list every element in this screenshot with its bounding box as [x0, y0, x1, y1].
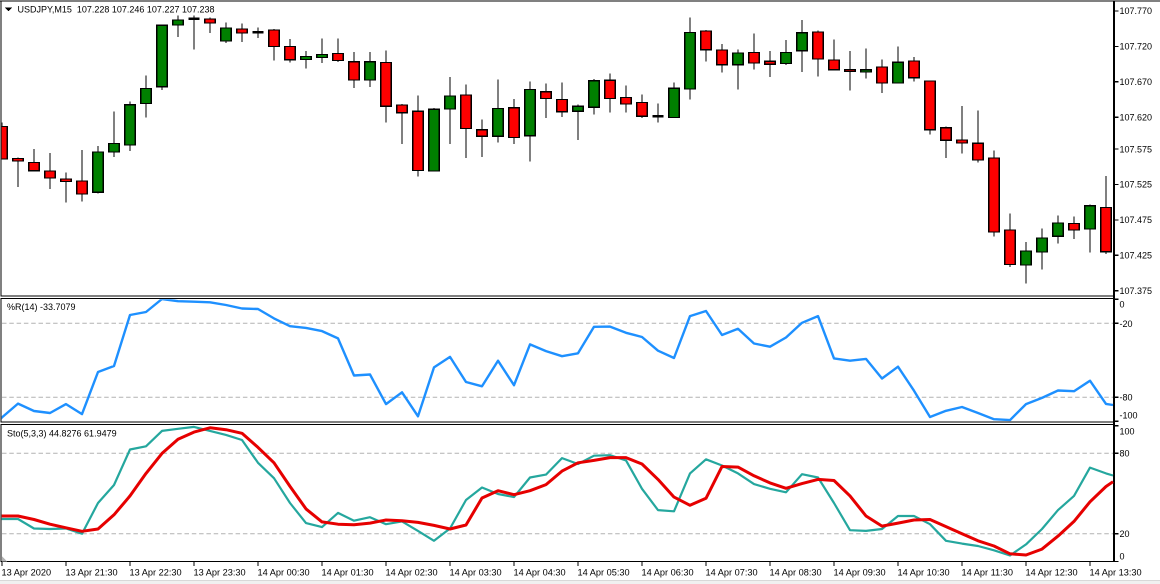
- svg-text:14 Apr 08:30: 14 Apr 08:30: [770, 568, 822, 578]
- svg-text:107.525: 107.525: [1120, 180, 1153, 190]
- svg-text:13 Apr 2020: 13 Apr 2020: [2, 568, 52, 578]
- svg-text:0: 0: [1120, 300, 1125, 310]
- svg-text:-80: -80: [1120, 393, 1133, 403]
- svg-text:14 Apr 11:30: 14 Apr 11:30: [962, 568, 1013, 578]
- svg-text:107.575: 107.575: [1120, 144, 1153, 154]
- svg-text:107.425: 107.425: [1120, 251, 1153, 261]
- svg-text:13 Apr 22:30: 13 Apr 22:30: [130, 568, 182, 578]
- svg-text:14 Apr 05:30: 14 Apr 05:30: [578, 568, 630, 578]
- svg-text:100: 100: [1120, 427, 1135, 437]
- svg-text:20: 20: [1120, 529, 1130, 539]
- svg-text:107.375: 107.375: [1120, 286, 1153, 296]
- svg-text:0: 0: [1120, 551, 1125, 561]
- svg-text:107.720: 107.720: [1120, 42, 1153, 52]
- svg-text:14 Apr 04:30: 14 Apr 04:30: [514, 568, 566, 578]
- svg-text:14 Apr 10:30: 14 Apr 10:30: [898, 568, 950, 578]
- svg-text:14 Apr 02:30: 14 Apr 02:30: [386, 568, 438, 578]
- svg-text:107.670: 107.670: [1120, 77, 1153, 87]
- svg-text:14 Apr 03:30: 14 Apr 03:30: [450, 568, 502, 578]
- svg-text:107.475: 107.475: [1120, 215, 1153, 225]
- svg-text:14 Apr 00:30: 14 Apr 00:30: [258, 568, 310, 578]
- svg-text:Sto(5,3,3) 44.8276 61.9479: Sto(5,3,3) 44.8276 61.9479: [7, 429, 117, 439]
- svg-text:14 Apr 01:30: 14 Apr 01:30: [322, 568, 374, 578]
- svg-text:-20: -20: [1120, 319, 1133, 329]
- svg-text:13 Apr 23:30: 13 Apr 23:30: [194, 568, 246, 578]
- svg-text:14 Apr 09:30: 14 Apr 09:30: [834, 568, 886, 578]
- svg-text:USDJPY,M15 107.228 107.246 10: USDJPY,M15 107.228 107.246 107.227 107.2…: [18, 4, 215, 14]
- svg-text:13 Apr 21:30: 13 Apr 21:30: [66, 568, 118, 578]
- svg-text:107.770: 107.770: [1120, 6, 1153, 16]
- svg-text:14 Apr 13:30: 14 Apr 13:30: [1090, 568, 1142, 578]
- svg-text:14 Apr 07:30: 14 Apr 07:30: [706, 568, 758, 578]
- svg-text:14 Apr 12:30: 14 Apr 12:30: [1026, 568, 1078, 578]
- svg-text:80: 80: [1120, 449, 1130, 459]
- svg-text:14 Apr 06:30: 14 Apr 06:30: [642, 568, 694, 578]
- svg-text:-100: -100: [1120, 410, 1138, 420]
- svg-text:%R(14) -33.7079: %R(14) -33.7079: [7, 302, 76, 312]
- svg-text:107.620: 107.620: [1120, 112, 1153, 122]
